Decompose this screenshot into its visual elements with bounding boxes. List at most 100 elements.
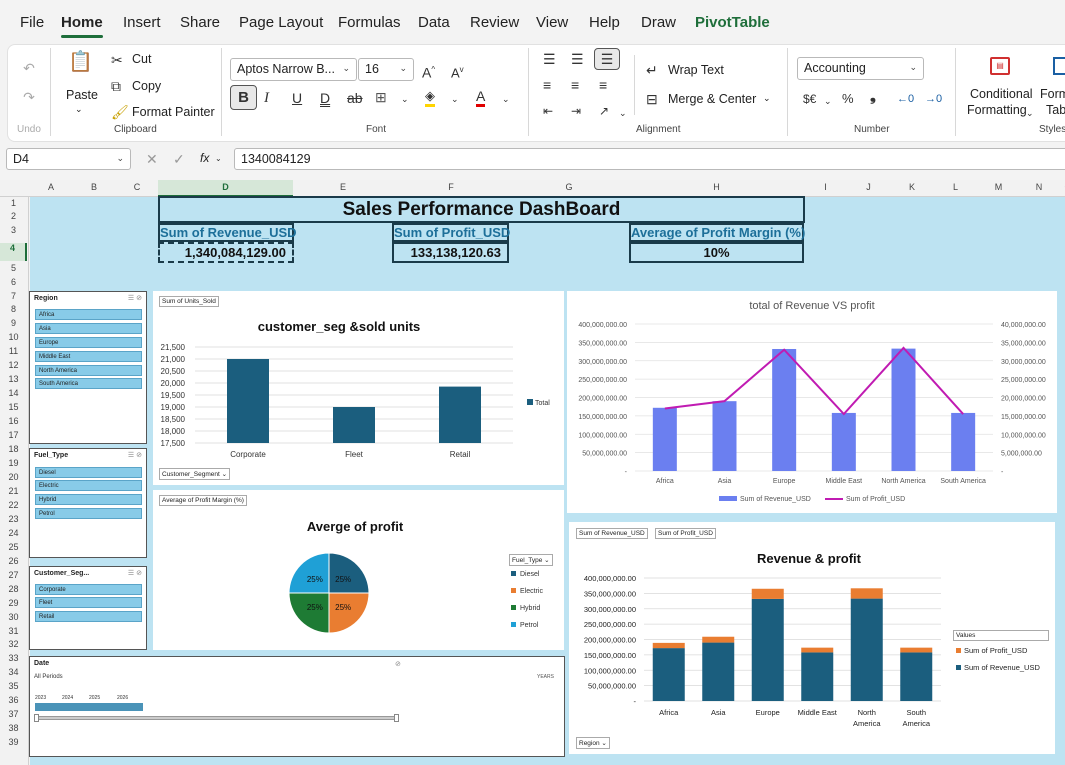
slicer-item-middle-east[interactable]: Middle East xyxy=(35,351,142,362)
row-header[interactable]: 25 xyxy=(8,542,19,552)
merge-center-button[interactable]: Merge & Center xyxy=(668,92,757,106)
fx-dropdown-icon[interactable]: ⌄ xyxy=(215,154,222,163)
row-header[interactable]: 14 xyxy=(8,388,19,398)
date-timeline[interactable]: Date ⊘ All Periods YEARS 2023 2024 2025 … xyxy=(29,656,565,757)
axis-button-region[interactable]: Region ⌄ xyxy=(576,737,610,749)
row-header[interactable]: 17 xyxy=(8,430,19,440)
slicer-item-europe[interactable]: Europe xyxy=(35,337,142,348)
row-header[interactable]: 1 xyxy=(10,198,16,208)
row-header[interactable]: 13 xyxy=(8,374,19,384)
decrease-decimal-icon[interactable]: →0 xyxy=(925,93,943,105)
kpi-margin-value[interactable]: 10% xyxy=(629,242,804,263)
multi-select-icon[interactable]: ☰ ⊘ xyxy=(127,295,142,302)
merge-dropdown-icon[interactable]: ⌄ xyxy=(763,93,771,103)
format-painter-button[interactable]: Format Painter xyxy=(132,105,215,119)
slicer-item-electric[interactable]: Electric xyxy=(35,480,142,491)
row-header[interactable]: 18 xyxy=(8,444,19,454)
increase-font-icon[interactable]: A^ xyxy=(422,64,436,81)
column-header-f[interactable]: F xyxy=(448,182,454,192)
clear-filter-icon[interactable]: ⊘ xyxy=(395,661,401,668)
kpi-profit-header[interactable]: Sum of Profit_USD xyxy=(392,223,511,242)
paste-dropdown-icon[interactable]: ⌄ xyxy=(75,104,83,114)
chart-revenue-and-profit[interactable]: Sum of Revenue_USD Sum of Profit_USD Reg… xyxy=(569,522,1055,754)
decrease-indent-icon[interactable]: ⇤ xyxy=(543,104,554,118)
field-button-profit[interactable]: Sum of Profit_USD xyxy=(655,528,716,539)
chart-customer-segment[interactable]: Sum of Units_Sold Customer_Segment ⌄ cus… xyxy=(153,291,564,485)
slicer-item-africa[interactable]: Africa xyxy=(35,309,142,320)
legend-button-values[interactable]: Values xyxy=(953,630,1049,641)
format-as-table-icon[interactable] xyxy=(1053,57,1065,75)
menu-pivottable[interactable]: PivotTable xyxy=(695,14,770,31)
conditional-formatting-button[interactable]: Conditional xyxy=(970,87,1033,101)
row-header[interactable]: 8 xyxy=(10,304,16,314)
row-header[interactable]: 34 xyxy=(8,667,19,677)
timeline-end-handle[interactable] xyxy=(394,714,399,722)
align-right-icon[interactable]: ≡ xyxy=(599,77,608,93)
column-header-o[interactable]: O xyxy=(1058,182,1065,192)
row-header[interactable]: 23 xyxy=(8,514,19,524)
row-header[interactable]: 31 xyxy=(8,626,19,636)
slicer-item-petrol[interactable]: Petrol xyxy=(35,508,142,519)
field-button-revenue[interactable]: Sum of Revenue_USD xyxy=(576,528,648,539)
redo-icon[interactable]: ↷ xyxy=(23,89,35,105)
align-middle-icon[interactable]: ☰ xyxy=(571,51,584,67)
cancel-icon[interactable]: ✕ xyxy=(146,151,158,167)
column-header-j[interactable]: J xyxy=(866,182,871,192)
customer-segment-slicer[interactable]: Customer_Seg... ☰ ⊘ Corporate Fleet Reta… xyxy=(29,566,147,650)
slicer-item-north-america[interactable]: North America xyxy=(35,365,142,376)
fuel-type-slicer[interactable]: Fuel_Type ☰ ⊘ Diesel Electric Hybrid Pet… xyxy=(29,448,147,558)
kpi-profit-value[interactable]: 133,138,120.63 xyxy=(392,242,509,263)
slicer-item-fleet[interactable]: Fleet xyxy=(35,597,142,608)
menu-file[interactable]: File xyxy=(20,14,45,31)
chart-revenue-vs-profit[interactable]: total of Revenue VS profit 400,000,000.00… xyxy=(567,291,1057,513)
row-header[interactable]: 35 xyxy=(8,681,19,691)
enter-icon[interactable]: ✓ xyxy=(173,151,185,167)
menu-data[interactable]: Data xyxy=(418,14,450,31)
row-header[interactable]: 20 xyxy=(8,472,19,482)
row-header[interactable]: 21 xyxy=(8,486,19,496)
slicer-item-corporate[interactable]: Corporate xyxy=(35,584,142,595)
row-header[interactable]: 26 xyxy=(8,556,19,566)
dashboard-title[interactable]: Sales Performance DashBoard xyxy=(158,196,805,223)
row-header[interactable]: 4 xyxy=(0,243,27,261)
copy-button[interactable]: Copy xyxy=(132,79,162,93)
wrap-text-button[interactable]: Wrap Text xyxy=(668,63,724,77)
row-header[interactable]: 27 xyxy=(8,570,19,580)
conditional-formatting-icon[interactable]: ▤ xyxy=(990,57,1010,75)
field-button-units-sold[interactable]: Sum of Units_Sold xyxy=(159,296,219,307)
field-button-profit-margin[interactable]: Average of Profit Margin (%) xyxy=(159,495,247,506)
row-header[interactable]: 36 xyxy=(8,695,19,705)
number-format-select[interactable]: Accounting ⌄ xyxy=(797,57,924,80)
increase-decimal-icon[interactable]: ←0 xyxy=(897,93,915,105)
column-header-m[interactable]: M xyxy=(994,182,1003,192)
column-header-d[interactable]: D xyxy=(222,182,229,192)
fill-color-icon[interactable]: ◈ xyxy=(425,88,435,107)
percent-icon[interactable]: % xyxy=(842,91,854,106)
underline-button[interactable]: U xyxy=(292,90,303,106)
column-header-l[interactable]: L xyxy=(952,182,958,192)
merge-center-icon[interactable]: ⊟ xyxy=(646,91,658,107)
orientation-icon[interactable]: ↗ xyxy=(599,104,610,118)
row-header[interactable]: 15 xyxy=(8,402,19,412)
insert-function-button[interactable]: fx xyxy=(200,151,210,165)
slicer-item-diesel[interactable]: Diesel xyxy=(35,467,142,478)
column-header-h[interactable]: H xyxy=(713,182,720,192)
font-size-select[interactable]: 16 ⌄ xyxy=(358,58,414,81)
timeline-selection-bar[interactable] xyxy=(35,703,143,711)
font-color-icon[interactable]: A xyxy=(476,88,486,107)
double-underline-button[interactable]: D xyxy=(320,90,331,106)
borders-icon[interactable]: ⊞ xyxy=(375,89,387,105)
row-header[interactable]: 12 xyxy=(8,360,19,370)
row-header[interactable]: 11 xyxy=(8,346,19,356)
menu-help[interactable]: Help xyxy=(589,14,620,31)
menu-formulas[interactable]: Formulas xyxy=(338,14,401,31)
column-header-a[interactable]: A xyxy=(47,182,54,192)
italic-button[interactable]: I xyxy=(264,90,269,106)
orientation-dropdown-icon[interactable]: ⌄ xyxy=(619,108,627,118)
slicer-item-south-america[interactable]: South America xyxy=(35,378,142,389)
row-header[interactable]: 28 xyxy=(8,584,19,594)
paste-icon[interactable]: 📋 xyxy=(68,51,93,73)
conditional-formatting-dropdown-icon[interactable]: ⌄ xyxy=(1026,108,1034,118)
align-bottom-icon[interactable]: ☰ xyxy=(594,48,620,70)
row-header[interactable]: 2 xyxy=(10,211,16,221)
